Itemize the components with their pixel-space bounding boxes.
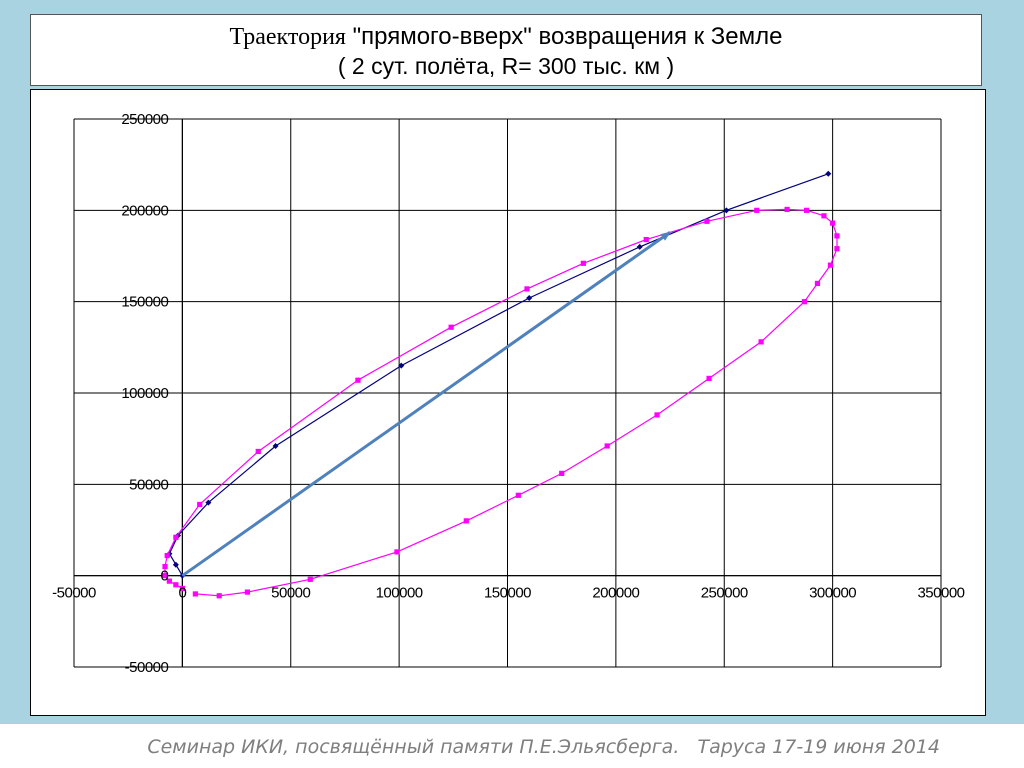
data-point-diamond: [526, 295, 533, 302]
data-point-square: [834, 233, 840, 239]
data-point-diamond: [636, 243, 643, 250]
x-tick-label: 150000: [484, 585, 531, 602]
data-point-square: [173, 582, 179, 588]
data-point-square: [821, 213, 827, 219]
data-point-square: [559, 470, 565, 476]
data-point-square: [164, 552, 170, 559]
data-point-square: [394, 549, 400, 555]
footer-text: Семинар ИКИ, посвящённый памяти П.Е.Элья…: [147, 736, 940, 758]
data-point-square: [255, 448, 261, 455]
data-point-square: [704, 218, 710, 224]
data-point-square: [643, 236, 649, 243]
gridlines: [73, 118, 942, 668]
series-group: [162, 170, 840, 599]
tick-labels: -50000 0 50000 100000 150000 200000 250000 3000…: [52, 111, 965, 676]
data-point-square: [173, 534, 179, 540]
data-point-square: [197, 501, 203, 508]
footer-bar: Семинар ИКИ, посвящённый памяти П.Е.Элья…: [0, 724, 1024, 768]
data-point-square: [515, 492, 521, 498]
radius-arrow: [181, 231, 671, 577]
data-point-square: [162, 573, 168, 579]
data-point-square: [244, 589, 250, 595]
y-tick-label: -50000: [125, 659, 169, 676]
chart-panel: -50000 0 50000 100000 150000 200000 250000 3000…: [30, 89, 986, 716]
data-point-square: [754, 207, 760, 213]
title-line-1-rest: "прямого-вверх" возвращения к Земле: [345, 23, 783, 50]
title-line-1: Траектория "прямого-вверх" возвращения к…: [31, 23, 981, 51]
data-point-square: [162, 563, 168, 570]
data-point-square: [192, 591, 198, 597]
y-tick-label: 50000: [129, 476, 168, 493]
x-tick-label: 0: [178, 585, 186, 602]
data-point-square: [706, 375, 712, 381]
slide-title: Траектория "прямого-вверх" возвращения к…: [30, 14, 982, 86]
y-tick-label: 100000: [121, 385, 168, 402]
data-point-square: [827, 262, 834, 268]
data-point-square: [463, 518, 469, 524]
data-point-square: [307, 576, 313, 582]
data-point-square: [758, 339, 764, 345]
data-point-square: [355, 377, 361, 383]
x-tick-label: 100000: [376, 585, 423, 602]
data-point-square: [784, 206, 790, 213]
data-point-square: [814, 280, 821, 286]
title-line-2: ( 2 сут. полёта, R= 300 тыс. км ): [337, 53, 675, 79]
series-line-2: [164, 208, 838, 597]
data-point-square: [830, 220, 836, 226]
x-tick-label: 300000: [809, 585, 856, 602]
title-line-1-word: Траектория: [229, 24, 346, 50]
data-point-diamond: [825, 170, 832, 177]
data-point-diamond: [172, 561, 179, 568]
data-point-square: [166, 578, 172, 584]
trajectory-chart: -50000 0 50000 100000 150000 200000 250000 3000…: [52, 111, 965, 676]
data-point-diamond: [272, 442, 279, 449]
x-tick-label: 350000: [917, 585, 964, 602]
x-tick-label: 200000: [592, 585, 639, 602]
data-point-square: [448, 324, 454, 330]
x-tick-label: 50000: [271, 585, 310, 602]
y-tick-label: 0: [161, 568, 169, 585]
x-tick-label: -50000: [52, 585, 96, 602]
data-point-diamond: [723, 207, 730, 214]
data-point-square: [604, 443, 610, 449]
data-point-diamond: [205, 499, 212, 506]
data-point-square: [524, 286, 530, 292]
data-point-square: [179, 585, 185, 592]
data-point-square: [801, 299, 808, 305]
data-point-diamond: [398, 362, 405, 369]
x-tick-label: 250000: [701, 585, 748, 602]
y-tick-label: 250000: [121, 111, 168, 128]
data-point-square: [654, 412, 660, 418]
data-point-square: [216, 593, 222, 599]
data-point-square: [804, 207, 810, 213]
y-tick-label: 150000: [121, 294, 168, 311]
data-point-square: [834, 246, 840, 252]
data-point-square: [580, 260, 586, 266]
y-tick-label: 200000: [121, 202, 168, 219]
